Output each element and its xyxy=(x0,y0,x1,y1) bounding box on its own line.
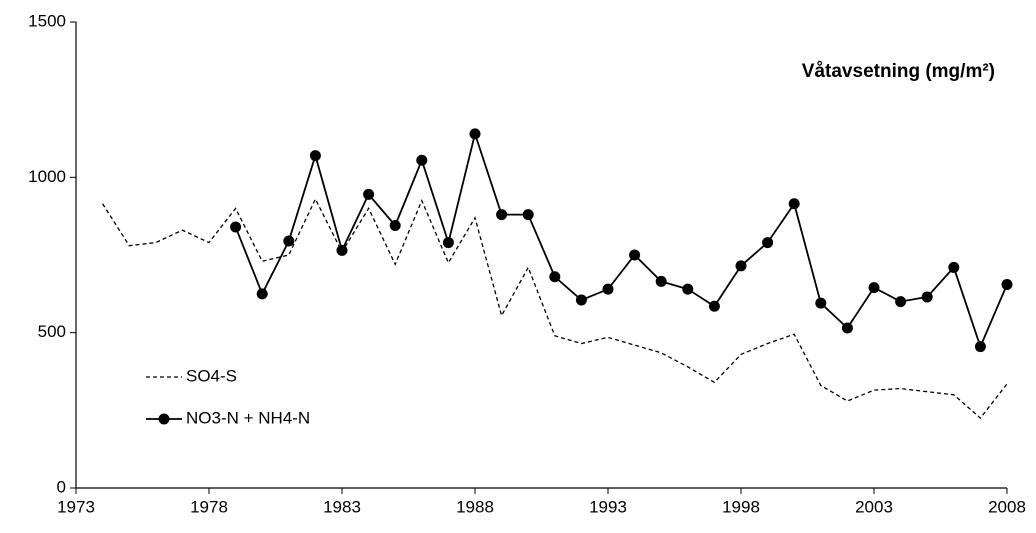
series-marker xyxy=(256,288,268,300)
series-marker xyxy=(575,294,587,306)
legend-label: NO3-N + NH4-N xyxy=(186,408,310,427)
series-marker xyxy=(522,209,534,221)
series-marker xyxy=(735,260,747,272)
series-marker xyxy=(708,300,720,312)
x-tick-label: 1978 xyxy=(190,497,228,516)
y-tick-label: 0 xyxy=(57,477,66,496)
series-marker xyxy=(336,244,348,256)
series-marker xyxy=(762,237,774,249)
series-marker xyxy=(309,150,321,162)
series-marker xyxy=(389,219,401,231)
y-tick-label: 500 xyxy=(38,322,66,341)
series-marker xyxy=(1001,279,1013,291)
series-marker xyxy=(416,154,428,166)
series-marker xyxy=(496,209,508,221)
series-marker xyxy=(841,322,853,334)
series-line xyxy=(102,197,1008,420)
series-marker xyxy=(549,271,561,283)
series-marker xyxy=(921,291,933,303)
x-tick-label: 1988 xyxy=(456,497,494,516)
series-marker xyxy=(868,282,880,294)
series-marker xyxy=(655,275,667,287)
series-marker xyxy=(948,261,960,273)
series-marker xyxy=(629,249,641,261)
series-marker xyxy=(442,237,454,249)
series-marker xyxy=(602,283,614,295)
series-marker xyxy=(815,297,827,309)
x-tick-label: 1998 xyxy=(722,497,760,516)
y-tick-label: 1000 xyxy=(28,167,66,186)
x-tick-label: 2003 xyxy=(855,497,893,516)
series-marker xyxy=(895,296,907,308)
series-marker xyxy=(283,235,295,247)
y-tick-label: 1500 xyxy=(28,11,66,30)
x-tick-label: 2008 xyxy=(988,497,1026,516)
x-tick-label: 1983 xyxy=(323,497,361,516)
legend-marker xyxy=(158,413,170,425)
x-tick-label: 1993 xyxy=(589,497,627,516)
series-line xyxy=(234,130,1008,350)
series-marker xyxy=(788,198,800,210)
x-tick-label: 1973 xyxy=(57,497,95,516)
legend-label: SO4-S xyxy=(186,366,237,385)
series-marker xyxy=(469,128,481,140)
series-marker xyxy=(974,341,986,353)
series-marker xyxy=(682,283,694,295)
chart-title: Våtavsetning (mg/m²) xyxy=(802,61,995,82)
series-marker xyxy=(363,188,375,200)
series-marker xyxy=(230,221,242,233)
